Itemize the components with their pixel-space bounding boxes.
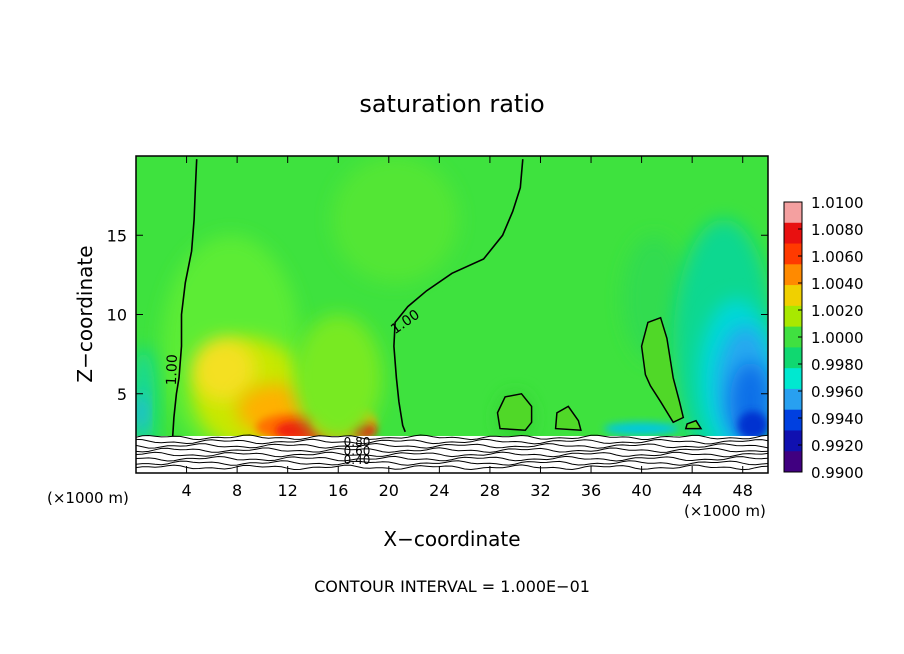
ground-labels: 0.800.600.40 bbox=[344, 435, 371, 467]
x-tick-label-0: 4 bbox=[181, 481, 191, 500]
x-tick-label-8: 36 bbox=[581, 481, 601, 500]
closed-contour-2 bbox=[640, 316, 685, 424]
y-axis-ticks: 5 10 15 bbox=[107, 226, 768, 404]
colorbar-label-10: 0.9900 bbox=[811, 464, 864, 482]
y-tick-label-1: 10 bbox=[107, 306, 127, 325]
field-blob-19 bbox=[331, 156, 459, 283]
field-blob-17 bbox=[603, 422, 680, 435]
colorbar-label-0: 1.0100 bbox=[811, 194, 864, 212]
x-tick-label-3: 16 bbox=[328, 481, 348, 500]
contour-line-1 bbox=[393, 159, 524, 433]
x-axis-ticks: 4 8 12 16 20 24 28 32 36 40 44 48 bbox=[181, 156, 753, 500]
ground-label-2: 0.40 bbox=[344, 453, 371, 467]
colorbar-swatch-7 bbox=[784, 347, 802, 369]
contour-label-0: 1.00 bbox=[164, 354, 181, 386]
field-blob-2 bbox=[192, 338, 257, 402]
ground-contours bbox=[136, 434, 768, 471]
field-blob-10 bbox=[136, 393, 147, 432]
colorbar-swatch-4 bbox=[784, 285, 802, 307]
contour-interval-footer: CONTOUR INTERVAL = 1.000E−01 bbox=[314, 577, 590, 596]
colorbar-label-1: 1.0080 bbox=[811, 221, 864, 239]
colorbar-swatch-9 bbox=[784, 388, 802, 411]
colorbar-label-7: 0.9960 bbox=[811, 383, 864, 401]
closed-contour-3 bbox=[684, 419, 703, 430]
colorbar-label-9: 0.9920 bbox=[811, 437, 864, 455]
ground-contour-3 bbox=[136, 447, 768, 453]
x-tick-label-5: 24 bbox=[429, 481, 449, 500]
ground-label-1: 0.60 bbox=[344, 444, 371, 458]
colorbar-label-6: 0.9980 bbox=[811, 356, 864, 374]
y-axis-label: Z−coordinate bbox=[73, 245, 97, 382]
x-tick-label-4: 20 bbox=[379, 481, 399, 500]
y-tick-label-2: 15 bbox=[107, 226, 127, 245]
x-tick-label-9: 40 bbox=[631, 481, 651, 500]
colorbar-swatch-11 bbox=[784, 430, 802, 452]
field-blob-11 bbox=[622, 235, 686, 363]
ground-label-0: 0.80 bbox=[344, 435, 371, 449]
colorbar-label-3: 1.0040 bbox=[811, 275, 864, 293]
field-blobs bbox=[136, 156, 768, 473]
y-tick-label-0: 5 bbox=[117, 385, 127, 404]
colorbar-swatch-1 bbox=[784, 222, 802, 245]
colorbar-swatch-6 bbox=[784, 326, 802, 348]
x-tick-label-1: 8 bbox=[232, 481, 242, 500]
colorbar-swatch-8 bbox=[784, 368, 802, 390]
ground-contour-2 bbox=[136, 442, 768, 449]
x-tick-label-2: 12 bbox=[278, 481, 298, 500]
chart-title: saturation ratio bbox=[359, 90, 544, 118]
ground-contour-6 bbox=[136, 460, 768, 466]
field-blob-8 bbox=[294, 314, 383, 442]
x-tick-label-6: 28 bbox=[480, 481, 500, 500]
contour-lines bbox=[171, 159, 703, 437]
x-tick-label-11: 48 bbox=[733, 481, 753, 500]
colorbar-labels: 1.0100 1.0080 1.0060 1.0040 1.0020 1.0000 0.99… bbox=[798, 194, 864, 482]
x-tick-label-10: 44 bbox=[682, 481, 702, 500]
x-unit-left: (×1000 m) bbox=[47, 489, 129, 507]
closed-contour-1 bbox=[554, 405, 582, 432]
colorbar-swatch-2 bbox=[784, 243, 802, 265]
colorbar-label-8: 0.9940 bbox=[811, 410, 864, 428]
colorbar-label-4: 1.0020 bbox=[811, 302, 864, 320]
ground-contour-4 bbox=[136, 451, 768, 458]
colorbar-swatch-12 bbox=[784, 451, 802, 473]
colorbar-swatch-0 bbox=[784, 202, 802, 224]
contour-line-0 bbox=[171, 159, 198, 437]
x-tick-label-7: 32 bbox=[530, 481, 550, 500]
x-unit-right: (×1000 m) bbox=[684, 502, 766, 520]
colorbar-label-2: 1.0060 bbox=[811, 248, 864, 266]
colorbar-swatch-3 bbox=[784, 264, 802, 286]
colorbar-swatch-5 bbox=[784, 305, 802, 328]
ground-contour-0 bbox=[136, 434, 768, 441]
plot-area bbox=[136, 156, 768, 473]
closed-contour-0 bbox=[496, 392, 533, 431]
field-blob-16 bbox=[737, 411, 768, 440]
colorbar bbox=[784, 202, 802, 473]
colorbar-swatch-10 bbox=[784, 409, 802, 431]
ground-contour-5 bbox=[136, 455, 768, 462]
ground-contour-7 bbox=[136, 464, 768, 471]
x-axis-label: X−coordinate bbox=[383, 527, 520, 551]
colorbar-label-5: 1.0000 bbox=[811, 329, 864, 347]
ground-contour-1 bbox=[136, 438, 768, 445]
